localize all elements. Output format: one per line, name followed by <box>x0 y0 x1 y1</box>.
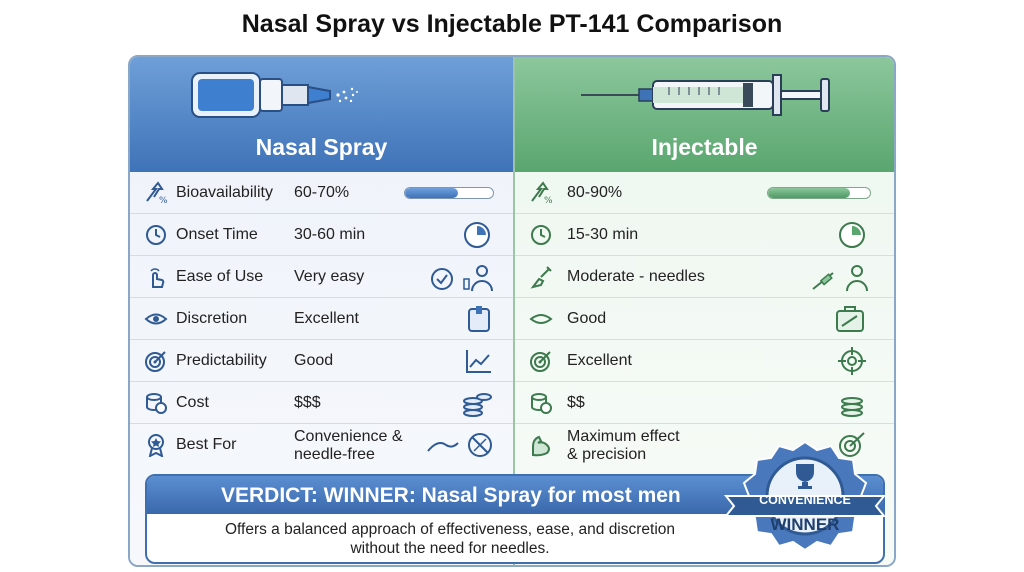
left-row-onset-time: Onset Time 30-60 min <box>130 214 513 256</box>
row-name: Bioavailability <box>176 184 273 201</box>
row-value: 15-30 min <box>567 226 639 243</box>
left-row-bioavailability: % Bioavailability 60-70% <box>130 172 513 214</box>
award-icon <box>148 434 164 457</box>
coins-icon <box>531 393 552 414</box>
closed-eye-icon <box>529 314 553 324</box>
crosshair-icon <box>838 347 866 375</box>
coin-stack-icon <box>463 393 492 417</box>
left-row-discretion: Discretion Excellent <box>130 298 513 340</box>
svg-text:%: % <box>544 196 553 205</box>
bioavailability-bar <box>404 187 494 199</box>
injectable-header: Injectable <box>515 57 894 172</box>
row-name: Best For <box>176 436 237 453</box>
row-value: Moderate - needles <box>567 268 705 285</box>
nasal-spray-label: Nasal Spray <box>255 134 388 160</box>
badge-line1: CONVENIENCE <box>759 493 851 507</box>
arrow-percent-icon: % <box>531 181 553 205</box>
row-value: 80-90% <box>567 184 623 201</box>
row-value: $$ <box>567 394 585 411</box>
right-row-bioavailability: % 80-90% <box>515 172 894 214</box>
nasal-spray-bottle-icon <box>191 72 358 118</box>
svg-text:%: % <box>159 196 168 205</box>
nasal-spray-header: Nasal Spray <box>130 57 513 172</box>
row-value: $$$ <box>294 394 321 411</box>
row-name: Predictability <box>176 352 267 369</box>
trend-chart-icon <box>466 350 491 373</box>
right-row-onset-time: 15-30 min <box>515 214 894 256</box>
target-arrow-icon <box>839 432 865 457</box>
badge-line2: WINNER <box>771 515 840 534</box>
left-row-ease-of-use: Ease of Use Very easy <box>130 256 513 298</box>
row-value: Excellent <box>294 310 359 327</box>
injecting-person-icon <box>812 265 868 291</box>
injectable-label: Injectable <box>651 134 758 160</box>
row-value: Very easy <box>294 268 365 285</box>
hand-pointer-icon <box>150 268 165 288</box>
stopwatch-icon <box>839 222 865 248</box>
row-value: Convenience & needle-free <box>294 428 403 463</box>
row-value: Good <box>567 310 607 327</box>
check-person-icon <box>431 265 493 291</box>
target-icon <box>530 351 551 372</box>
row-value: 30-60 min <box>294 226 366 243</box>
hand-syringe-icon <box>530 266 552 289</box>
bioavailability-bar <box>767 187 871 199</box>
row-value: 60-70% <box>294 184 350 201</box>
target-icon <box>145 351 166 372</box>
left-row-best-for: Best For Convenience & needle-free <box>130 424 513 466</box>
coins-icon <box>146 393 167 414</box>
left-row-predictability: Predictability Good <box>130 340 513 382</box>
row-value: Excellent <box>567 352 632 369</box>
right-row-discretion: Good <box>515 298 894 340</box>
pocket-icon <box>468 306 490 332</box>
no-needle-icon <box>427 433 492 457</box>
trophy-icon <box>796 464 814 489</box>
clock-icon <box>146 225 166 245</box>
row-name: Discretion <box>176 310 248 327</box>
right-row-cost: $$ <box>515 382 894 424</box>
convenience-winner-badge: CONVENIENCE WINNER <box>723 440 887 552</box>
row-value: Maximum effect & precision <box>567 428 680 463</box>
row-name: Onset Time <box>176 226 258 243</box>
eye-icon <box>144 313 168 325</box>
right-row-best-for: Maximum effect & precision <box>515 424 894 466</box>
right-row-predictability: Excellent <box>515 340 894 382</box>
clock-icon <box>531 225 551 245</box>
flexed-arm-icon <box>532 435 550 457</box>
row-value: Good <box>294 352 334 369</box>
left-row-cost: Cost $$$ <box>130 382 513 424</box>
page-title: Nasal Spray vs Injectable PT-141 Compari… <box>241 10 783 38</box>
right-row-ease-of-use: Moderate - needles <box>515 256 894 298</box>
row-name: Ease of Use <box>176 268 264 285</box>
stopwatch-icon <box>464 222 490 248</box>
row-name: Cost <box>176 394 209 411</box>
arrow-percent-icon: % <box>146 181 168 205</box>
syringe-icon <box>581 74 830 116</box>
kit-case-icon <box>836 306 864 332</box>
coin-stack-icon <box>841 397 863 417</box>
verdict-description: Offers a balanced approach of effectiven… <box>224 521 676 557</box>
